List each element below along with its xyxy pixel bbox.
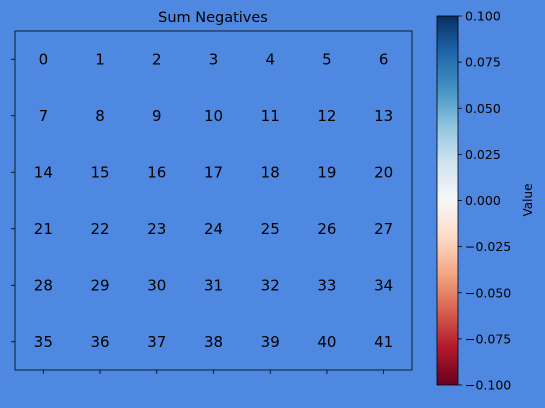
cell-label: 3: [209, 50, 219, 68]
colorbar-gradient: [436, 15, 459, 386]
cell-label: 17: [204, 163, 223, 181]
cell-label: 31: [204, 276, 223, 294]
chart-title: Sum Negatives: [158, 10, 268, 26]
cell-label: 1: [95, 50, 105, 68]
cell-label: 27: [374, 220, 393, 238]
colorbar: 0.100 0.075 0.050 0.025 0.000 −0.025 −0.050 −0.…: [436, 9, 535, 393]
cell-label: 25: [261, 220, 280, 238]
colorbar-tick-label: 0.100: [465, 9, 501, 24]
cell-label: 15: [91, 163, 110, 181]
cell-label: 20: [374, 163, 393, 181]
cell-label: 35: [34, 333, 53, 351]
colorbar-tick-label: 0.000: [465, 193, 501, 208]
cell-label: 12: [317, 107, 336, 125]
cell-label: 0: [39, 50, 49, 68]
colorbar-tick-label: 0.075: [465, 55, 501, 70]
cell-label: 19: [317, 163, 336, 181]
cell-label: 6: [379, 50, 389, 68]
cell-label: 9: [152, 107, 162, 125]
colorbar-ticks: 0.100 0.075 0.050 0.025 0.000 −0.025 −0.050 −0.…: [458, 9, 511, 393]
cell-label: 5: [322, 50, 332, 68]
cell-label: 38: [204, 333, 223, 351]
cell-label: 26: [317, 220, 336, 238]
cell-label: 34: [374, 276, 393, 294]
cell-label: 28: [34, 276, 53, 294]
cell-label: 39: [261, 333, 280, 351]
cell-label: 11: [261, 107, 280, 125]
cell-label: 37: [147, 333, 166, 351]
cell-label: 40: [317, 333, 336, 351]
axes-frame: [14, 30, 413, 371]
cell-label: 7: [39, 107, 49, 125]
cell-label: 10: [204, 107, 223, 125]
cell-label: 16: [147, 163, 166, 181]
colorbar-tick-label: 0.050: [465, 101, 501, 116]
colorbar-tick-label: −0.100: [465, 378, 511, 393]
colorbar-tick-label: 0.025: [465, 147, 501, 162]
cell-label: 8: [95, 107, 105, 125]
cell-label: 24: [204, 220, 223, 238]
cell-label: 33: [317, 276, 336, 294]
colorbar-tick-label: −0.025: [465, 239, 511, 254]
cell-label: 14: [34, 163, 53, 181]
cell-label: 22: [91, 220, 110, 238]
colorbar-tick-label: −0.075: [465, 331, 511, 346]
cell-label: 29: [91, 276, 110, 294]
colorbar-tick-label: −0.050: [465, 285, 511, 300]
cell-label: 18: [261, 163, 280, 181]
colorbar-label: Value: [521, 184, 535, 217]
cell-label: 32: [261, 276, 280, 294]
cell-label: 2: [152, 50, 162, 68]
cell-label: 4: [265, 50, 275, 68]
cell-label: 21: [34, 220, 53, 238]
cell-label: 13: [374, 107, 393, 125]
cell-label: 30: [147, 276, 166, 294]
cell-label: 41: [374, 333, 393, 351]
cell-label: 36: [91, 333, 110, 351]
cell-label: 23: [147, 220, 166, 238]
